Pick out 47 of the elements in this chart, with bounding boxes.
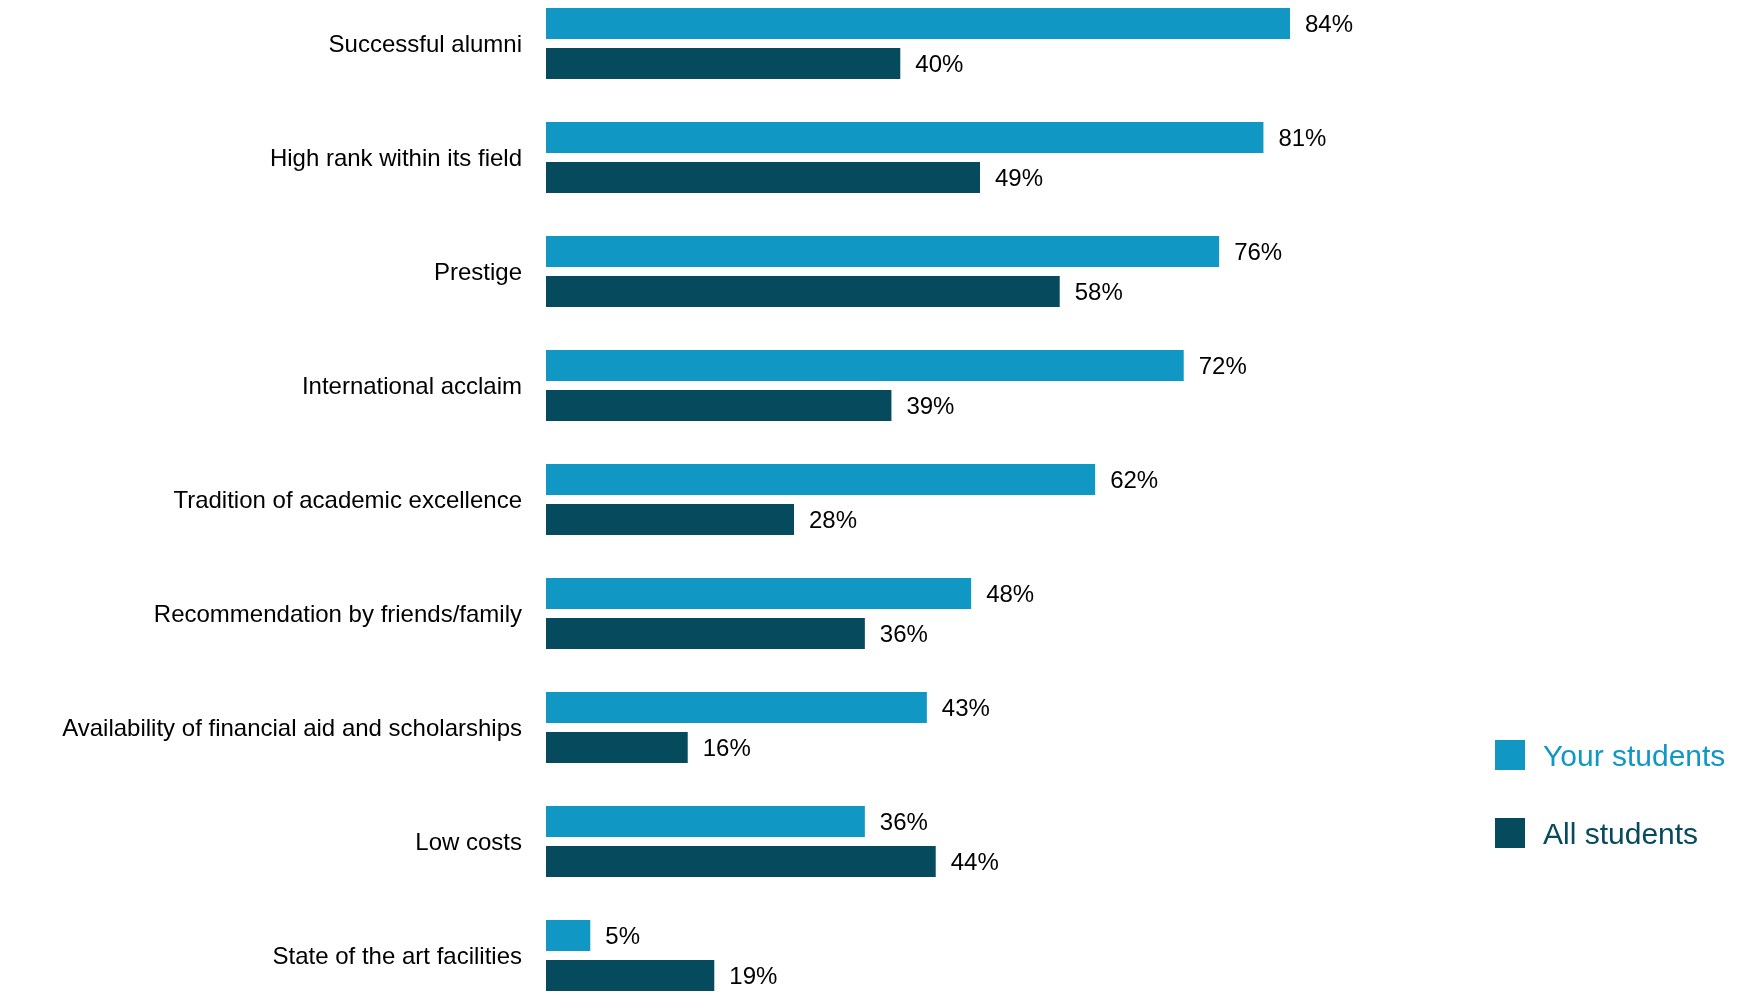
data-label: 39% xyxy=(906,392,955,419)
bar xyxy=(546,692,927,723)
bar xyxy=(546,162,980,193)
y-tick-label: Successful alumni xyxy=(328,30,522,57)
legend-label: Your students xyxy=(1543,738,1726,772)
data-label: 84% xyxy=(1305,10,1354,37)
data-label: 28% xyxy=(809,506,858,533)
data-label: 19% xyxy=(729,962,778,989)
data-label: 62% xyxy=(1110,466,1159,493)
data-label: 43% xyxy=(941,694,990,721)
y-tick-label: High rank within its field xyxy=(269,144,522,171)
y-tick-label: International acclaim xyxy=(301,372,522,399)
bar xyxy=(546,732,688,763)
bar xyxy=(546,8,1290,39)
bar xyxy=(546,464,1096,495)
bar xyxy=(546,122,1264,153)
data-label: 76% xyxy=(1234,238,1283,265)
bar xyxy=(546,350,1184,381)
data-label: 81% xyxy=(1278,124,1327,151)
data-label: 48% xyxy=(986,580,1035,607)
data-label: 36% xyxy=(879,620,928,647)
y-tick-label: Prestige xyxy=(433,258,522,285)
data-label: 49% xyxy=(995,164,1044,191)
y-tick-label: Tradition of academic excellence xyxy=(173,486,522,513)
data-label: 40% xyxy=(915,50,964,77)
data-label: 5% xyxy=(605,922,640,949)
data-label: 44% xyxy=(950,848,999,875)
bar xyxy=(546,806,865,837)
bar xyxy=(546,846,936,877)
y-tick-label: Recommendation by friends/family xyxy=(153,600,522,627)
bar xyxy=(546,390,892,421)
bar xyxy=(546,504,794,535)
bar xyxy=(546,48,901,79)
bar xyxy=(546,960,715,991)
y-tick-label: Low costs xyxy=(415,828,522,855)
data-label: 58% xyxy=(1074,278,1123,305)
bar xyxy=(546,236,1220,267)
y-tick-label: State of the art facilities xyxy=(272,942,522,969)
data-label: 16% xyxy=(702,734,751,761)
legend-label: All students xyxy=(1543,816,1699,850)
bar xyxy=(546,276,1060,307)
data-label: 36% xyxy=(879,808,928,835)
y-tick-label: Availability of financial aid and scholarships xyxy=(62,714,522,741)
bar xyxy=(546,618,865,649)
bar xyxy=(546,578,972,609)
bar xyxy=(546,920,591,951)
data-label: 72% xyxy=(1198,352,1247,379)
